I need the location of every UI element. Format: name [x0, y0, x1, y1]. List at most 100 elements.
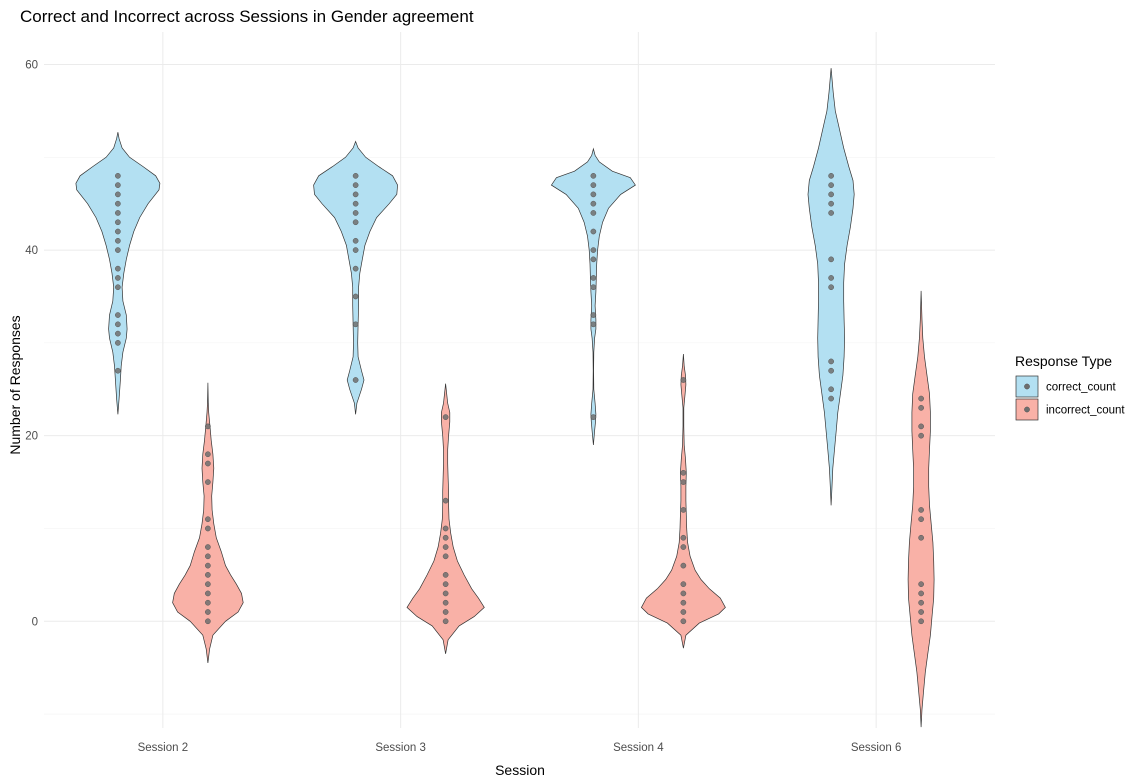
data-point-correct_count — [590, 210, 597, 216]
data-point-correct_count — [352, 182, 359, 188]
data-point-correct_count — [352, 265, 359, 272]
data-point-incorrect_count — [680, 562, 687, 569]
violin-correct_count — [75, 132, 161, 415]
data-point-incorrect_count — [442, 581, 449, 588]
data-point-correct_count — [590, 312, 597, 318]
data-point-correct_count — [352, 191, 359, 198]
data-point-incorrect_count — [680, 544, 687, 550]
data-point-incorrect_count — [918, 507, 924, 513]
data-point-incorrect_count — [442, 590, 449, 597]
data-point-correct_count — [115, 247, 121, 253]
data-point-incorrect_count — [680, 590, 687, 597]
data-point-incorrect_count — [442, 544, 449, 550]
data-point-correct_count — [115, 340, 121, 346]
data-point-correct_count — [352, 219, 359, 226]
data-point-correct_count — [115, 321, 121, 328]
data-point-correct_count — [828, 358, 834, 365]
data-point-correct_count — [828, 395, 834, 402]
data-point-correct_count — [115, 172, 121, 179]
legend-title: Response Type — [1015, 353, 1112, 369]
legend-key-point — [1024, 383, 1030, 390]
data-point-correct_count — [590, 414, 597, 420]
violin-correct_count — [313, 140, 398, 415]
data-point-incorrect_count — [918, 395, 924, 402]
data-point-incorrect_count — [918, 423, 924, 430]
data-point-incorrect_count — [205, 572, 211, 578]
data-point-correct_count — [115, 275, 121, 281]
data-point-incorrect_count — [918, 609, 924, 615]
data-point-correct_count — [590, 247, 597, 253]
data-point-incorrect_count — [918, 581, 924, 588]
data-point-correct_count — [828, 210, 834, 216]
data-point-incorrect_count — [680, 609, 687, 615]
data-point-correct_count — [828, 200, 834, 207]
data-point-incorrect_count — [442, 525, 449, 532]
data-point-incorrect_count — [205, 516, 211, 523]
data-point-correct_count — [115, 219, 121, 226]
data-point-incorrect_count — [680, 479, 687, 485]
data-point-correct_count — [352, 377, 359, 383]
data-point-correct_count — [115, 330, 121, 337]
legend-key-point — [1024, 406, 1030, 413]
violin-incorrect_count — [406, 383, 485, 654]
data-point-correct_count — [115, 210, 121, 216]
data-point-incorrect_count — [918, 534, 924, 541]
data-point-correct_count — [828, 367, 834, 374]
violin-incorrect_count — [172, 382, 244, 664]
data-point-incorrect_count — [918, 516, 924, 523]
data-point-incorrect_count — [442, 572, 449, 578]
data-point-correct_count — [352, 293, 359, 300]
x-tick-label: Session 3 — [375, 742, 426, 754]
chart-title: Correct and Incorrect across Sessions in… — [20, 7, 474, 26]
data-point-incorrect_count — [205, 460, 211, 467]
data-point-incorrect_count — [205, 562, 211, 569]
data-point-correct_count — [828, 256, 834, 263]
data-point-incorrect_count — [442, 609, 449, 615]
data-point-incorrect_count — [918, 404, 924, 411]
data-point-correct_count — [352, 200, 359, 207]
data-point-incorrect_count — [918, 590, 924, 597]
data-point-correct_count — [115, 367, 121, 374]
data-point-incorrect_count — [205, 609, 211, 615]
data-point-correct_count — [828, 386, 834, 393]
violin-correct_count — [550, 147, 636, 446]
data-point-correct_count — [590, 200, 597, 207]
data-point-incorrect_count — [442, 599, 449, 606]
data-point-correct_count — [115, 284, 121, 291]
data-point-incorrect_count — [205, 599, 211, 606]
data-point-incorrect_count — [205, 590, 211, 597]
data-point-correct_count — [590, 321, 597, 328]
data-point-correct_count — [115, 182, 121, 188]
data-point-incorrect_count — [205, 423, 211, 430]
y-axis-title: Number of Responses — [7, 315, 23, 454]
data-point-correct_count — [115, 191, 121, 198]
data-point-correct_count — [352, 210, 359, 216]
data-point-correct_count — [590, 191, 597, 198]
data-point-correct_count — [590, 228, 597, 235]
data-point-incorrect_count — [442, 553, 449, 560]
data-point-correct_count — [352, 247, 359, 253]
data-point-incorrect_count — [680, 507, 687, 513]
data-point-correct_count — [590, 284, 597, 291]
data-point-correct_count — [352, 237, 359, 244]
data-point-correct_count — [828, 191, 834, 198]
data-point-correct_count — [828, 284, 834, 291]
data-point-incorrect_count — [442, 534, 449, 541]
data-point-correct_count — [590, 172, 597, 179]
data-point-incorrect_count — [205, 544, 211, 550]
data-point-correct_count — [828, 172, 834, 179]
data-point-correct_count — [115, 228, 121, 235]
legend: Response Type correct_count incorrect_cou… — [1015, 353, 1125, 421]
violin-incorrect_count — [640, 353, 726, 649]
data-point-incorrect_count — [205, 525, 211, 532]
data-point-incorrect_count — [680, 599, 687, 606]
data-point-correct_count — [590, 256, 597, 263]
data-point-incorrect_count — [918, 432, 924, 439]
y-tick-label: 60 — [25, 59, 38, 71]
x-axis-title: Session — [495, 762, 545, 778]
legend-label-incorrect_count: incorrect_count — [1046, 405, 1125, 417]
plot-panel: 0 20 40 60 Session 2 Session 3 Session 4 Sessio… — [25, 32, 995, 754]
data-point-correct_count — [590, 182, 597, 188]
data-point-incorrect_count — [680, 469, 687, 476]
